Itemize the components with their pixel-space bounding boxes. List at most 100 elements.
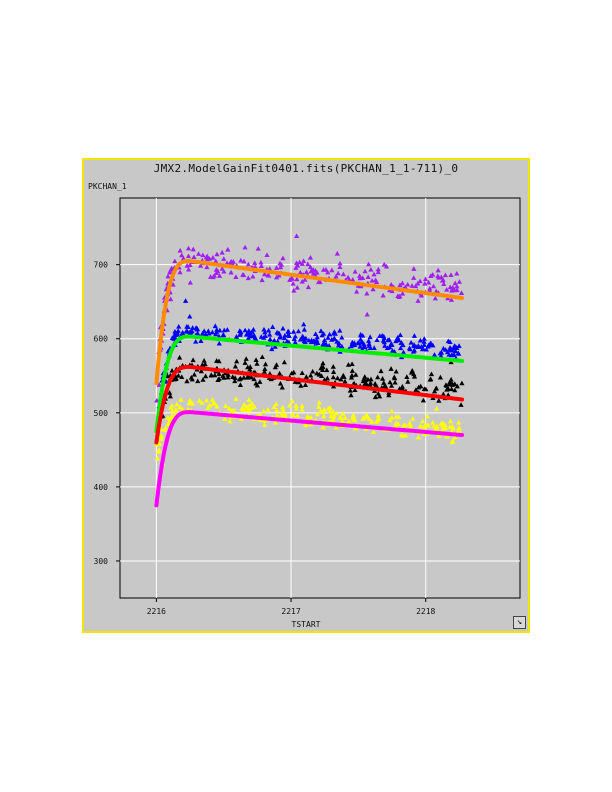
data-point xyxy=(238,416,245,421)
data-point xyxy=(291,336,297,341)
data-point xyxy=(246,402,252,408)
data-point xyxy=(337,327,343,333)
data-point xyxy=(415,344,422,350)
data-point xyxy=(189,328,195,334)
data-point xyxy=(187,279,193,285)
data-point xyxy=(417,423,424,429)
data-point xyxy=(212,401,218,406)
data-point xyxy=(190,246,196,252)
data-point xyxy=(447,381,453,387)
data-point xyxy=(212,372,218,378)
data-point xyxy=(219,249,225,255)
data-point xyxy=(191,371,197,377)
data-point xyxy=(251,332,257,337)
data-point xyxy=(339,334,345,340)
data-point xyxy=(279,384,285,390)
data-point xyxy=(172,258,178,264)
data-point xyxy=(318,328,324,333)
data-point xyxy=(402,422,408,428)
data-point xyxy=(369,418,375,424)
data-point xyxy=(172,330,178,336)
data-point xyxy=(434,405,440,411)
data-point xyxy=(363,414,370,420)
data-point xyxy=(386,392,392,398)
data-point xyxy=(228,269,234,275)
data-point xyxy=(312,271,318,277)
data-point xyxy=(362,268,368,274)
fit-curve xyxy=(154,410,465,508)
x-tick-label: 2217 xyxy=(281,607,300,616)
data-point xyxy=(280,404,286,410)
data-point xyxy=(399,280,405,286)
data-point xyxy=(215,377,221,383)
data-point xyxy=(197,263,204,268)
data-point xyxy=(350,415,356,420)
data-point xyxy=(233,334,240,339)
data-point xyxy=(420,397,427,403)
data-point xyxy=(459,380,465,386)
data-point xyxy=(452,381,458,387)
data-point xyxy=(382,343,388,348)
fit-point xyxy=(160,462,164,466)
data-point xyxy=(376,393,383,399)
data-point xyxy=(357,343,363,349)
data-point xyxy=(415,434,422,440)
fit-point xyxy=(156,491,160,496)
data-point xyxy=(383,384,389,389)
data-point xyxy=(292,339,298,345)
fit-point xyxy=(154,381,158,385)
data-point xyxy=(225,372,231,377)
data-point xyxy=(320,360,326,366)
data-point xyxy=(411,333,417,338)
fit-point xyxy=(170,423,174,427)
data-point xyxy=(361,381,368,387)
fit-point xyxy=(164,441,168,445)
data-point xyxy=(370,429,377,434)
data-point xyxy=(183,328,189,334)
data-point xyxy=(408,339,414,345)
data-point xyxy=(360,416,366,421)
y-tick-label: 500 xyxy=(94,409,109,418)
data-point xyxy=(262,329,268,335)
data-point xyxy=(221,256,227,261)
y-tick-label: 700 xyxy=(94,261,109,270)
data-point xyxy=(442,272,449,278)
data-point xyxy=(334,250,340,256)
data-point xyxy=(456,419,462,425)
data-point xyxy=(364,290,370,296)
data-point xyxy=(405,379,411,384)
fit-point xyxy=(168,427,172,431)
data-point xyxy=(266,272,272,278)
data-point xyxy=(371,271,377,277)
data-point xyxy=(367,345,373,351)
data-point xyxy=(366,416,372,422)
data-point xyxy=(170,282,176,287)
data-point xyxy=(348,374,355,380)
data-point xyxy=(320,424,326,430)
data-point xyxy=(325,405,331,411)
data-point xyxy=(187,313,193,319)
data-point xyxy=(168,296,174,302)
data-point xyxy=(308,339,314,345)
data-point xyxy=(242,244,248,250)
data-point xyxy=(212,323,218,329)
data-point xyxy=(340,271,346,277)
data-point xyxy=(290,329,297,334)
data-point xyxy=(156,382,162,387)
data-point xyxy=(397,282,403,288)
data-point xyxy=(295,328,302,334)
x-axis-label: TSTART xyxy=(291,620,321,629)
data-point xyxy=(400,290,406,296)
data-point xyxy=(258,263,264,269)
resize-corner-icon[interactable]: ↘ xyxy=(513,616,526,629)
data-point xyxy=(456,351,462,356)
data-point xyxy=(371,345,377,350)
data-point xyxy=(418,383,424,389)
data-point xyxy=(411,266,417,271)
data-point xyxy=(237,332,243,337)
data-point xyxy=(305,284,311,290)
fit-point xyxy=(168,378,172,382)
data-point xyxy=(185,266,192,272)
data-point xyxy=(261,422,268,427)
data-point xyxy=(329,267,335,273)
